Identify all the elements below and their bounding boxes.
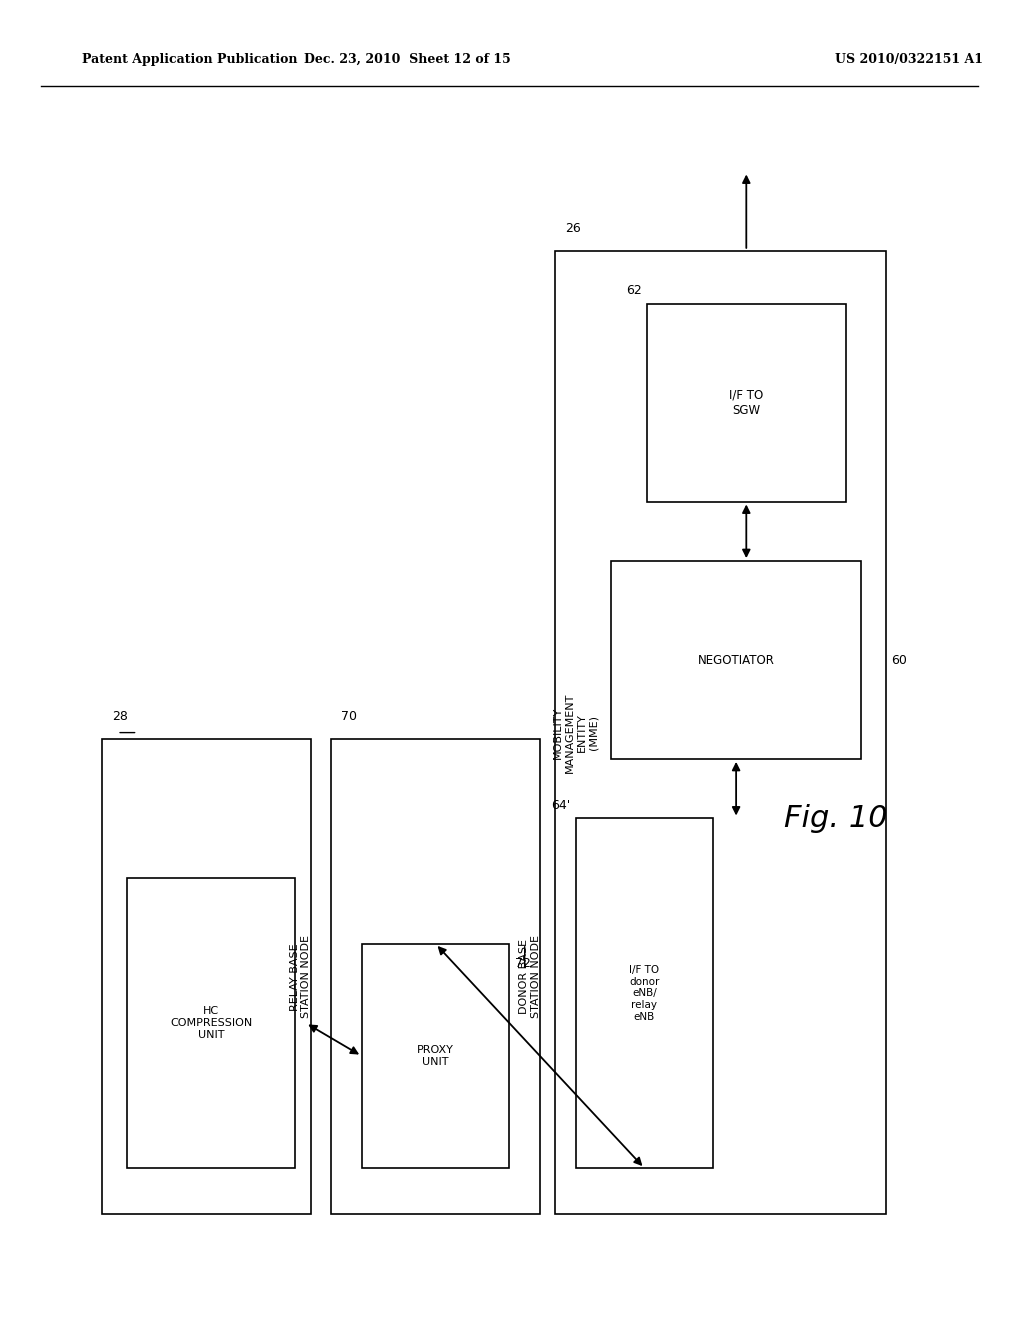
Bar [101, 739, 310, 1214]
Text: I/F TO
SGW: I/F TO SGW [729, 388, 764, 417]
Text: Dec. 23, 2010  Sheet 12 of 15: Dec. 23, 2010 Sheet 12 of 15 [304, 53, 511, 66]
Text: DONOR BASE
STATION NODE: DONOR BASE STATION NODE [519, 936, 541, 1018]
Text: 28: 28 [112, 710, 128, 723]
Text: 64': 64' [551, 799, 570, 812]
Text: 62: 62 [626, 284, 642, 297]
Text: NEGOTIATOR: NEGOTIATOR [697, 653, 774, 667]
Text: 72: 72 [514, 957, 530, 970]
Text: Patent Application Publication: Patent Application Publication [82, 53, 297, 66]
Bar [647, 304, 846, 502]
Text: 70: 70 [341, 710, 357, 723]
Bar [611, 561, 861, 759]
Text: Fig. 10: Fig. 10 [783, 804, 887, 833]
Text: PROXY
UNIT: PROXY UNIT [417, 1045, 454, 1067]
Bar [575, 818, 713, 1168]
Bar [555, 251, 887, 1214]
Bar [127, 878, 296, 1168]
Bar [361, 944, 509, 1168]
Text: 26: 26 [565, 222, 582, 235]
Text: 60: 60 [892, 653, 907, 667]
Bar [331, 739, 540, 1214]
Text: US 2010/0322151 A1: US 2010/0322151 A1 [836, 53, 983, 66]
Text: MOBILITY
MANAGEMENT
ENTITY
(MME): MOBILITY MANAGEMENT ENTITY (MME) [553, 693, 598, 772]
Text: I/F TO
donor
eNB/
relay
eNB: I/F TO donor eNB/ relay eNB [629, 965, 659, 1022]
Text: RELAY BASE
STATION NODE: RELAY BASE STATION NODE [290, 936, 311, 1018]
Text: HC
COMPRESSION
UNIT: HC COMPRESSION UNIT [170, 1006, 253, 1040]
